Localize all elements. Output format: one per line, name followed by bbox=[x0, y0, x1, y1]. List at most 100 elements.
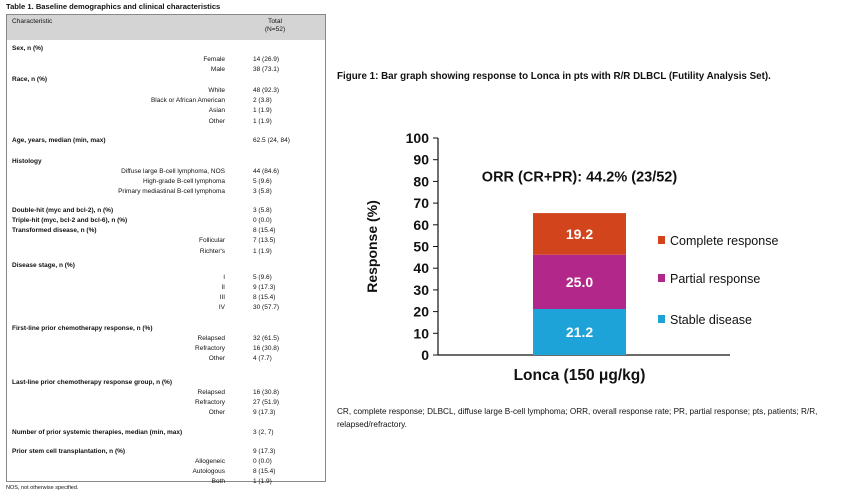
y-tick-label: 90 bbox=[413, 152, 429, 168]
row-value: 3 (5.8) bbox=[253, 188, 272, 195]
table-row: Relapsed 16 (30.8) bbox=[7, 388, 325, 398]
table-row: Last-line prior chemotherapy response gr… bbox=[7, 378, 325, 388]
row-label: Allogeneic bbox=[195, 458, 225, 465]
row-value: 7 (13.5) bbox=[253, 237, 276, 244]
row-value: 30 (57.7) bbox=[253, 304, 280, 311]
row-label: Richter's bbox=[199, 248, 225, 255]
figure-caption: CR, complete response; DLBCL, diffuse la… bbox=[337, 407, 818, 429]
row-label: Other bbox=[208, 355, 225, 362]
row-label: Autologous bbox=[192, 468, 225, 475]
legend-swatch bbox=[658, 236, 665, 244]
row-value: 9 (17.3) bbox=[253, 409, 276, 416]
table-row: IV 30 (57.7) bbox=[7, 303, 325, 313]
bar-value-label: 19.2 bbox=[566, 226, 593, 242]
table-row: Triple-hit (myc, bcl-2 and bcl-6), n (%)… bbox=[7, 216, 325, 226]
row-label: Prior stem cell transplantation, n (%) bbox=[12, 448, 126, 455]
table-row: Refractory 16 (30.8) bbox=[7, 344, 325, 354]
table-row: Asian 1 (1.9) bbox=[7, 106, 325, 116]
bar-segment-complete-response bbox=[533, 213, 626, 255]
row-label: White bbox=[208, 87, 225, 94]
row-value: 1 (1.9) bbox=[253, 478, 272, 485]
row-label: Both bbox=[211, 478, 225, 485]
row-label: Diffuse large B-cell lymphoma, NOS bbox=[121, 168, 225, 175]
table-row: I 5 (9.6) bbox=[7, 273, 325, 283]
figure-title: Figure 1: Bar graph showing response to … bbox=[337, 71, 771, 82]
table-row: Autologous 8 (15.4) bbox=[7, 467, 325, 477]
header-total-label: Total bbox=[268, 18, 282, 25]
y-tick-label: 80 bbox=[413, 173, 429, 189]
row-label: Refractory bbox=[195, 345, 225, 352]
y-tick-label: 40 bbox=[413, 260, 429, 276]
y-tick-label: 10 bbox=[413, 325, 429, 341]
table-row: Richter's 1 (1.9) bbox=[7, 247, 325, 257]
row-label: IV bbox=[218, 304, 225, 311]
row-label: Histology bbox=[12, 158, 42, 165]
table-row: Female 14 (26.9) bbox=[7, 55, 325, 65]
row-value: 5 (9.6) bbox=[253, 274, 272, 281]
y-tick-label: 100 bbox=[406, 130, 430, 146]
table-row: Sex, n (%) bbox=[7, 44, 325, 54]
row-value: 27 (51.9) bbox=[253, 399, 280, 406]
row-value: 5 (9.6) bbox=[253, 178, 272, 185]
row-value: 32 (61.5) bbox=[253, 335, 280, 342]
table-row: Follicular 7 (13.5) bbox=[7, 236, 325, 246]
row-value: 1 (1.9) bbox=[253, 118, 272, 125]
row-label: Male bbox=[210, 66, 225, 73]
row-value: 8 (15.4) bbox=[253, 294, 276, 301]
y-tick-label: 60 bbox=[413, 217, 429, 233]
y-tick-label: 70 bbox=[413, 195, 429, 211]
row-value: 2 (3.8) bbox=[253, 97, 272, 104]
table-row: Other 1 (1.9) bbox=[7, 117, 325, 127]
row-value: 4 (7.7) bbox=[253, 355, 272, 362]
legend-swatch bbox=[658, 315, 665, 323]
row-label: Other bbox=[208, 118, 225, 125]
table-row: Race, n (%) bbox=[7, 75, 325, 85]
row-value: 0 (0.0) bbox=[253, 217, 272, 224]
table-row: Prior stem cell transplantation, n (%) 9 … bbox=[7, 447, 325, 457]
table-row: Transformed disease, n (%) 8 (15.4) bbox=[7, 226, 325, 236]
row-label: Last-line prior chemotherapy response gr… bbox=[12, 379, 172, 386]
row-value: 14 (26.9) bbox=[253, 56, 280, 63]
row-label: Other bbox=[208, 409, 225, 416]
y-tick-label: 50 bbox=[413, 239, 429, 255]
row-label: Disease stage, n (%) bbox=[12, 262, 75, 269]
row-value: 3 (2, 7) bbox=[253, 429, 274, 436]
table-row: Other 9 (17.3) bbox=[7, 408, 325, 418]
row-value: 1 (1.9) bbox=[253, 248, 272, 255]
row-label: Double-hit (myc and bcl-2), n (%) bbox=[12, 207, 114, 214]
bar-value-label: 25.0 bbox=[566, 274, 593, 290]
row-value: 48 (92.3) bbox=[253, 87, 280, 94]
orr-annotation: ORR (CR+PR): 44.2% (23/52) bbox=[482, 169, 678, 185]
y-axis-label: Response (%) bbox=[364, 200, 380, 293]
table-row: Age, years, median (min, max) 62.5 (24, 8… bbox=[7, 136, 325, 146]
row-value: 8 (15.4) bbox=[253, 468, 276, 475]
row-value: 38 (73.1) bbox=[253, 66, 280, 73]
table-row: White 48 (92.3) bbox=[7, 86, 325, 96]
row-label: Sex, n (%) bbox=[12, 45, 44, 52]
y-tick-label: 30 bbox=[413, 282, 429, 298]
table-row: Diffuse large B-cell lymphoma, NOS 44 (84… bbox=[7, 167, 325, 177]
table-row: Relapsed 32 (61.5) bbox=[7, 334, 325, 344]
bar-segment-stable-disease bbox=[533, 308, 626, 355]
row-label: Primary mediastinal B-cell lymphoma bbox=[118, 188, 225, 195]
row-label: Number of prior systemic therapies, medi… bbox=[12, 429, 183, 436]
table-row: II 9 (17.3) bbox=[7, 283, 325, 293]
row-label: Relapsed bbox=[197, 389, 225, 396]
legend-label: Complete response bbox=[670, 234, 778, 248]
table-row: Other 4 (7.7) bbox=[7, 354, 325, 364]
header-total: Total (N=52) bbox=[245, 18, 305, 34]
row-label: Follicular bbox=[198, 237, 225, 244]
table-row: Primary mediastinal B-cell lymphoma 3 (5.… bbox=[7, 187, 325, 197]
row-value: 44 (84.6) bbox=[253, 168, 280, 175]
row-value: 1 (1.9) bbox=[253, 107, 272, 114]
table-row: Number of prior systemic therapies, medi… bbox=[7, 428, 325, 438]
row-label: III bbox=[219, 294, 225, 301]
row-label: Age, years, median (min, max) bbox=[12, 137, 106, 144]
response-bar-chart: 0 10 20 30 40 50 60 70 80 90 100 Response (%) 21.2 25… bbox=[364, 130, 778, 384]
row-label: Black or African American bbox=[150, 97, 225, 104]
legend-label: Stable disease bbox=[670, 313, 752, 327]
table-row: High-grade B-cell lymphoma 5 (9.6) bbox=[7, 177, 325, 187]
legend-label: Partial response bbox=[670, 272, 760, 286]
table-row: Black or African American 2 (3.8) bbox=[7, 96, 325, 106]
header-total-n: (N=52) bbox=[264, 26, 286, 33]
